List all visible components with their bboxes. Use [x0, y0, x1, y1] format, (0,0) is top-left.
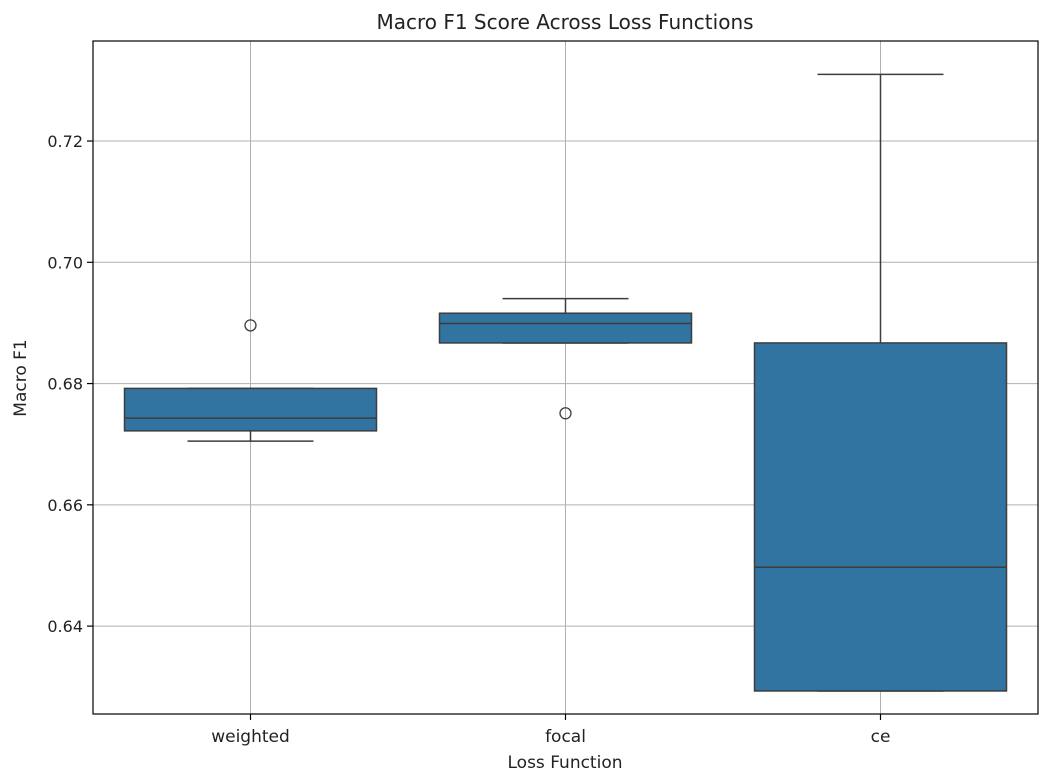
box-group-ce	[753, 73, 1008, 692]
x-tick-label: weighted	[211, 727, 290, 747]
y-tick-label: 0.64	[47, 617, 83, 636]
y-axis-label: Macro F1	[11, 339, 31, 416]
iqr-box	[123, 387, 378, 432]
chart-title: Macro F1 Score Across Loss Functions	[376, 10, 753, 34]
iqr-box	[753, 342, 1008, 692]
outlier-point	[559, 407, 572, 420]
box-group-focal	[438, 297, 693, 420]
axis-ticks: 0.64 0.66 0.68 0.70 0.72 weighted focal ce	[47, 132, 890, 747]
box-group-weighted	[123, 319, 378, 442]
box-layer	[123, 73, 1008, 692]
x-axis-label: Loss Function	[508, 753, 623, 773]
y-tick-label: 0.72	[47, 132, 83, 151]
y-tick-label: 0.68	[47, 375, 83, 394]
y-tick-label: 0.70	[47, 253, 83, 272]
x-tick-label: focal	[545, 727, 586, 747]
y-tick-label: 0.66	[47, 496, 83, 515]
outlier-point	[244, 319, 257, 332]
grid-lines	[93, 41, 1038, 714]
x-tick-label: ce	[871, 727, 891, 747]
iqr-box	[438, 312, 693, 344]
